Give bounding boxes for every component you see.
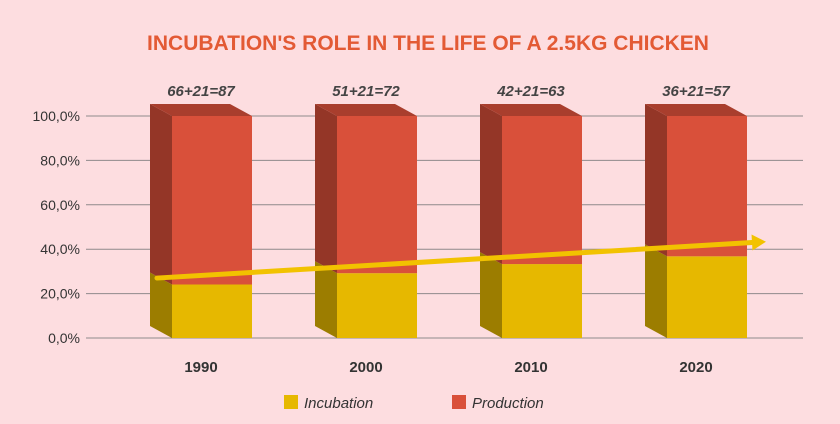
bar-top (480, 104, 582, 116)
bars (150, 104, 747, 338)
x-tick-label: 2010 (514, 359, 547, 376)
bar-production (502, 116, 582, 265)
trend-arrow (154, 234, 766, 281)
bar-incubation (667, 256, 747, 338)
bar-annotation: 42+21=63 (496, 83, 565, 100)
y-axis-ticks: 0,0% 20,0% 40,0% 60,0% 80,0% 100,0% (33, 108, 80, 346)
y-tick-label: 100,0% (33, 108, 80, 124)
y-tick-label: 80,0% (40, 152, 80, 168)
bar-annotation: 51+21=72 (332, 83, 400, 100)
y-tick-label: 60,0% (40, 197, 80, 213)
bar-side-incubation (480, 252, 502, 338)
y-tick-label: 0,0% (48, 330, 80, 346)
bar-production (172, 116, 252, 285)
bar-top (315, 104, 417, 116)
legend-label: Production (472, 395, 544, 412)
x-tick-label: 1990 (184, 359, 217, 376)
bar-production (667, 116, 747, 257)
bar-top (645, 104, 747, 116)
trend-line (154, 240, 755, 281)
y-tick-label: 40,0% (40, 241, 80, 257)
y-tick-label: 20,0% (40, 286, 80, 302)
bar-side-production (480, 104, 502, 265)
bar-side-production (645, 104, 667, 257)
trend-arrowhead (751, 234, 766, 251)
legend-swatch (284, 395, 298, 409)
bar-top (150, 104, 252, 116)
x-tick-label: 2020 (679, 359, 712, 376)
x-tick-label: 2000 (349, 359, 382, 376)
bar-side-incubation (645, 244, 667, 338)
bar-incubation (172, 284, 252, 338)
bar-side-production (315, 104, 337, 274)
bar-annotation: 36+21=57 (662, 83, 730, 100)
bar-annotations: 66+21=87 51+21=72 42+21=63 36+21=57 (167, 83, 730, 100)
bar-production (337, 116, 417, 274)
legend: Incubation Production (284, 395, 544, 412)
bar-annotation: 66+21=87 (167, 83, 235, 100)
legend-swatch (452, 395, 466, 409)
chart-title: INCUBATION'S ROLE IN THE LIFE OF A 2.5KG… (147, 32, 709, 55)
bar-side-incubation (150, 272, 172, 338)
x-axis-labels: 1990 2000 2010 2020 (184, 359, 712, 376)
bar-side-production (150, 104, 172, 285)
bar-side-incubation (315, 261, 337, 338)
legend-label: Incubation (304, 395, 373, 412)
bar-incubation (337, 273, 417, 338)
bar-incubation (502, 264, 582, 338)
